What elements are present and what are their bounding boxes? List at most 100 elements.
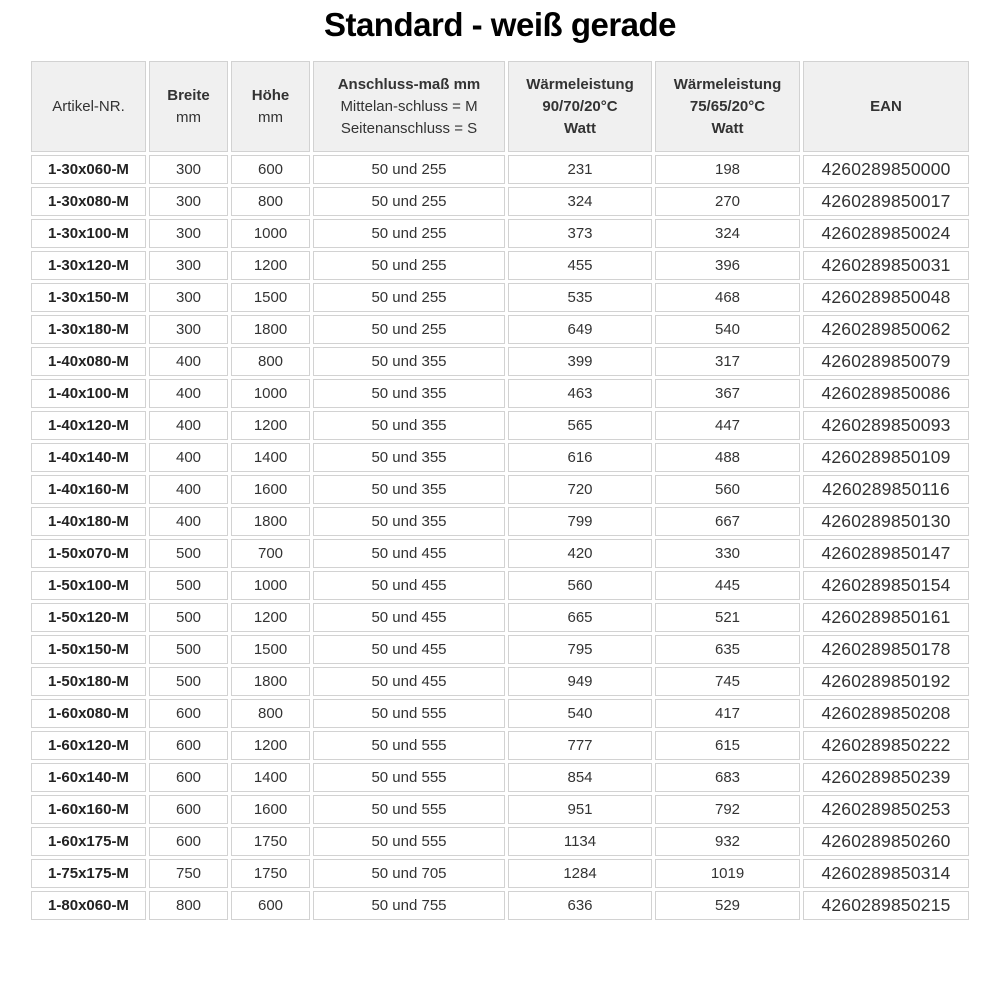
cell-ean: 4260289850222 bbox=[803, 731, 969, 760]
cell-artikel: 1-50x120-M bbox=[31, 603, 146, 632]
header-line: mm bbox=[258, 108, 283, 126]
cell-waerme90: 949 bbox=[508, 667, 652, 696]
cell-anschluss: 50 und 555 bbox=[313, 795, 505, 824]
cell-breite: 300 bbox=[149, 315, 228, 344]
cell-anschluss: 50 und 355 bbox=[313, 347, 505, 376]
cell-ean: 4260289850260 bbox=[803, 827, 969, 856]
header-line: EAN bbox=[870, 97, 902, 115]
cell-ean: 4260289850109 bbox=[803, 443, 969, 472]
cell-waerme90: 399 bbox=[508, 347, 652, 376]
cell-anschluss: 50 und 355 bbox=[313, 411, 505, 440]
column-header-waerme75: Wärmeleistung 75/65/20°C Watt bbox=[655, 61, 800, 152]
cell-waerme75: 1019 bbox=[655, 859, 800, 888]
cell-breite: 600 bbox=[149, 699, 228, 728]
header-line: Wärmeleistung bbox=[673, 75, 782, 93]
cell-waerme90: 231 bbox=[508, 155, 652, 184]
cell-artikel: 1-60x175-M bbox=[31, 827, 146, 856]
cell-waerme90: 560 bbox=[508, 571, 652, 600]
cell-anschluss: 50 und 555 bbox=[313, 699, 505, 728]
table-row: 1-30x060-M 300 600 50 und 255 231 198 42602898… bbox=[31, 155, 969, 184]
cell-waerme75: 445 bbox=[655, 571, 800, 600]
cell-waerme90: 951 bbox=[508, 795, 652, 824]
table-header: Artikel-NR. Breite mm Höhe mm Anschluss-maß m… bbox=[31, 61, 969, 152]
cell-ean: 4260289850079 bbox=[803, 347, 969, 376]
cell-breite: 400 bbox=[149, 411, 228, 440]
cell-breite: 500 bbox=[149, 571, 228, 600]
cell-waerme75: 529 bbox=[655, 891, 800, 920]
cell-waerme90: 420 bbox=[508, 539, 652, 568]
cell-ean: 4260289850031 bbox=[803, 251, 969, 280]
cell-anschluss: 50 und 705 bbox=[313, 859, 505, 888]
cell-anschluss: 50 und 255 bbox=[313, 251, 505, 280]
table-row: 1-50x180-M 500 1800 50 und 455 949 745 4260289… bbox=[31, 667, 969, 696]
cell-anschluss: 50 und 455 bbox=[313, 603, 505, 632]
cell-breite: 600 bbox=[149, 763, 228, 792]
cell-waerme75: 560 bbox=[655, 475, 800, 504]
cell-waerme90: 540 bbox=[508, 699, 652, 728]
cell-waerme75: 198 bbox=[655, 155, 800, 184]
cell-anschluss: 50 und 355 bbox=[313, 507, 505, 536]
header-line: Watt bbox=[711, 119, 744, 137]
cell-ean: 4260289850130 bbox=[803, 507, 969, 536]
cell-waerme90: 799 bbox=[508, 507, 652, 536]
cell-artikel: 1-30x120-M bbox=[31, 251, 146, 280]
cell-waerme75: 615 bbox=[655, 731, 800, 760]
column-header-artikel: Artikel-NR. bbox=[31, 61, 146, 152]
cell-hoehe: 1500 bbox=[231, 635, 310, 664]
cell-anschluss: 50 und 755 bbox=[313, 891, 505, 920]
cell-anschluss: 50 und 255 bbox=[313, 315, 505, 344]
cell-artikel: 1-50x100-M bbox=[31, 571, 146, 600]
cell-anschluss: 50 und 255 bbox=[313, 283, 505, 312]
cell-artikel: 1-40x120-M bbox=[31, 411, 146, 440]
cell-waerme75: 745 bbox=[655, 667, 800, 696]
table-row: 1-80x060-M 800 600 50 und 755 636 529 42602898… bbox=[31, 891, 969, 920]
cell-breite: 300 bbox=[149, 251, 228, 280]
cell-breite: 300 bbox=[149, 187, 228, 216]
header-line: Watt bbox=[564, 119, 596, 137]
table-row: 1-60x160-M 600 1600 50 und 555 951 792 4260289… bbox=[31, 795, 969, 824]
header-line: 90/70/20°C bbox=[542, 97, 618, 115]
cell-artikel: 1-50x070-M bbox=[31, 539, 146, 568]
cell-hoehe: 1000 bbox=[231, 571, 310, 600]
cell-ean: 4260289850086 bbox=[803, 379, 969, 408]
cell-hoehe: 700 bbox=[231, 539, 310, 568]
column-header-breite: Breite mm bbox=[149, 61, 228, 152]
cell-breite: 600 bbox=[149, 731, 228, 760]
cell-waerme75: 330 bbox=[655, 539, 800, 568]
table-row: 1-30x150-M 300 1500 50 und 255 535 468 4260289… bbox=[31, 283, 969, 312]
cell-ean: 4260289850253 bbox=[803, 795, 969, 824]
cell-waerme90: 777 bbox=[508, 731, 652, 760]
cell-waerme75: 396 bbox=[655, 251, 800, 280]
column-header-waerme90: Wärmeleistung 90/70/20°C Watt bbox=[508, 61, 652, 152]
cell-hoehe: 600 bbox=[231, 891, 310, 920]
cell-anschluss: 50 und 555 bbox=[313, 763, 505, 792]
header-row: Artikel-NR. Breite mm Höhe mm Anschluss-maß m… bbox=[31, 61, 969, 152]
cell-waerme90: 324 bbox=[508, 187, 652, 216]
header-line: 75/65/20°C bbox=[689, 97, 766, 115]
cell-ean: 4260289850062 bbox=[803, 315, 969, 344]
cell-hoehe: 1750 bbox=[231, 827, 310, 856]
cell-ean: 4260289850154 bbox=[803, 571, 969, 600]
cell-artikel: 1-40x180-M bbox=[31, 507, 146, 536]
cell-waerme90: 636 bbox=[508, 891, 652, 920]
cell-waerme75: 324 bbox=[655, 219, 800, 248]
cell-anschluss: 50 und 555 bbox=[313, 731, 505, 760]
cell-ean: 4260289850024 bbox=[803, 219, 969, 248]
cell-waerme90: 565 bbox=[508, 411, 652, 440]
header-line: Seitenanschluss = S bbox=[340, 119, 478, 137]
cell-artikel: 1-40x100-M bbox=[31, 379, 146, 408]
cell-waerme75: 683 bbox=[655, 763, 800, 792]
cell-waerme75: 488 bbox=[655, 443, 800, 472]
cell-artikel: 1-30x060-M bbox=[31, 155, 146, 184]
cell-anschluss: 50 und 455 bbox=[313, 539, 505, 568]
cell-anschluss: 50 und 355 bbox=[313, 379, 505, 408]
cell-breite: 300 bbox=[149, 219, 228, 248]
cell-ean: 4260289850208 bbox=[803, 699, 969, 728]
header-line: Breite bbox=[167, 86, 210, 104]
cell-ean: 4260289850093 bbox=[803, 411, 969, 440]
cell-hoehe: 1200 bbox=[231, 603, 310, 632]
header-line: Anschluss-maß mm bbox=[337, 75, 481, 93]
cell-waerme90: 720 bbox=[508, 475, 652, 504]
cell-hoehe: 1000 bbox=[231, 219, 310, 248]
cell-anschluss: 50 und 555 bbox=[313, 827, 505, 856]
